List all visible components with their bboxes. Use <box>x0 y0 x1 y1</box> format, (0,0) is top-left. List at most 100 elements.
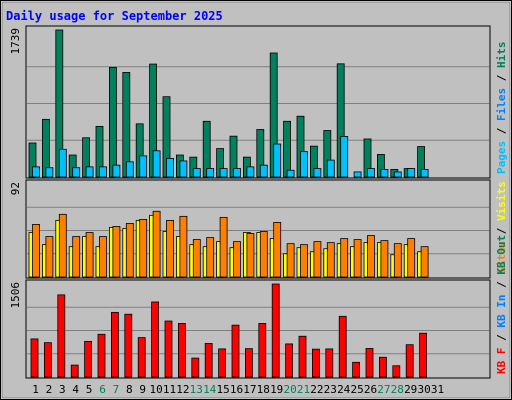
bar-kb-f-day-6 <box>97 333 106 378</box>
bar-kb-f-day-14 <box>204 343 213 378</box>
bar-sites-day-4 <box>72 236 81 278</box>
legend-part: KB F <box>495 348 508 375</box>
bar-sites-day-17 <box>246 233 255 278</box>
x-tick-day-11: 11 <box>163 383 176 396</box>
bar-sites-day-25 <box>353 239 362 278</box>
bar-sites-day-6 <box>99 236 107 278</box>
bar-sites-day-11 <box>166 219 174 278</box>
x-tick-day-26: 26 <box>364 383 377 396</box>
bar-kb-f-day-24 <box>338 315 347 378</box>
bar-sites-day-16 <box>233 241 241 278</box>
x-tick-day-2: 2 <box>46 383 53 396</box>
bar-sites-day-14 <box>206 237 215 278</box>
bar-kb-f-day-2 <box>44 342 52 378</box>
bar-kb-f-day-5 <box>84 340 92 378</box>
x-tick-day-4: 4 <box>72 383 79 396</box>
x-tick-day-7: 7 <box>113 383 120 396</box>
legend-part: Visits <box>495 181 508 221</box>
bar-pages-day-3 <box>58 148 67 178</box>
bar-kb-f-day-28 <box>392 365 401 378</box>
x-tick-day-18: 18 <box>257 383 270 396</box>
bar-kb-f-day-11 <box>164 320 173 378</box>
bar-kb-f-day-20 <box>285 343 294 378</box>
bar-kb-f-day-15 <box>218 348 227 378</box>
x-tick-day-14: 14 <box>203 383 217 396</box>
x-tick-day-17: 17 <box>243 383 256 396</box>
bar-pages-day-30 <box>420 168 429 178</box>
legend-part: Hits <box>495 42 508 69</box>
panel-visits-sites: 92 Sites / Visits <box>9 179 508 279</box>
bar-pages-day-7 <box>112 164 121 178</box>
x-tick-day-1: 1 <box>32 383 39 396</box>
bar-pages-day-23 <box>326 159 335 178</box>
bar-pages-day-13 <box>192 168 201 178</box>
x-tick-day-27: 27 <box>377 383 390 396</box>
bar-sites-day-1 <box>32 224 40 278</box>
bar-kb-f-day-9 <box>137 337 146 378</box>
bar-kb-f-day-21 <box>298 335 307 378</box>
bar-kb-f-day-25 <box>352 361 361 378</box>
bar-pages-day-6 <box>99 166 107 178</box>
legend-part: Files <box>495 88 508 121</box>
bar-kb-f-day-17 <box>244 348 253 378</box>
panel-legend-label: Sites / Visits <box>495 181 508 274</box>
bar-kb-f-day-3 <box>57 294 66 378</box>
panel-kb: 1506 KB F / KB In / KB Out <box>9 235 508 379</box>
bar-hits-day-8 <box>122 72 131 178</box>
legend-part: KB Out <box>495 235 508 275</box>
bar-sites-day-15 <box>219 216 228 278</box>
bar-pages-day-29 <box>407 168 416 178</box>
panel-hits-files-pages: 1739 Pages / Files / Hits <box>9 25 508 179</box>
bar-sites-day-22 <box>313 241 322 278</box>
chart-panels: 1739 Pages / Files / Hits 92 Sites / Visits… <box>9 25 508 379</box>
bar-kb-f-day-23 <box>325 348 334 378</box>
bar-sites-day-28 <box>393 243 402 278</box>
legend-part: KB In <box>495 295 508 328</box>
x-tick-day-5: 5 <box>86 383 93 396</box>
x-tick-day-24: 24 <box>337 383 351 396</box>
bar-kb-f-day-10 <box>151 301 160 378</box>
x-tick-labels: 1 2 3 4 5 6 7 8 9 10 11 12 13 14 15 16 17 18 19 20 21 22 23 24 2… <box>32 383 444 396</box>
bar-kb-f-day-12 <box>177 323 186 378</box>
x-tick-day-31: 31 <box>431 383 444 396</box>
bar-sites-day-12 <box>179 215 188 278</box>
bar-sites-day-2 <box>45 236 54 278</box>
x-tick-day-8: 8 <box>126 383 133 396</box>
bar-sites-day-30 <box>420 246 429 278</box>
bar-kb-f-day-27 <box>378 356 387 378</box>
bar-kb-f-day-18 <box>258 323 267 378</box>
bar-kb-f-day-19 <box>271 283 280 378</box>
bar-pages-day-17 <box>246 166 255 178</box>
legend-part: / <box>495 121 508 141</box>
x-tick-day-3: 3 <box>59 383 66 396</box>
bar-hits-day-7 <box>109 66 117 178</box>
bar-sites-day-18 <box>259 231 268 278</box>
bar-sites-day-5 <box>85 232 94 278</box>
bar-pages-day-4 <box>72 167 81 178</box>
bar-kb-f-day-30 <box>419 332 428 378</box>
bar-sites-day-20 <box>286 243 295 278</box>
bar-kb-f-day-8 <box>124 313 133 378</box>
panel-max-label: 1506 <box>9 282 22 309</box>
bar-pages-day-10 <box>152 150 161 178</box>
bar-sites-day-13 <box>192 239 201 278</box>
bar-sites-day-21 <box>300 244 308 278</box>
x-tick-day-20: 20 <box>283 383 296 396</box>
legend-part: / <box>495 68 508 88</box>
x-tick-day-21: 21 <box>297 383 310 396</box>
x-tick-day-6: 6 <box>99 383 106 396</box>
bar-sites-day-9 <box>139 218 148 278</box>
bar-hits-day-20 <box>283 120 292 178</box>
bar-sites-day-26 <box>367 235 375 278</box>
bar-sites-day-3 <box>58 213 67 278</box>
bar-sites-day-10 <box>152 210 161 278</box>
bar-sites-day-27 <box>380 240 389 278</box>
x-tick-day-29: 29 <box>404 383 417 396</box>
bar-kb-f-day-4 <box>70 364 79 378</box>
bar-pages-day-27 <box>380 168 389 178</box>
bar-pages-day-21 <box>300 151 308 178</box>
panel-max-label: 92 <box>9 182 22 195</box>
bar-pages-day-16 <box>233 168 241 178</box>
bar-pages-day-14 <box>206 168 215 178</box>
panel-max-label: 1739 <box>9 28 22 55</box>
